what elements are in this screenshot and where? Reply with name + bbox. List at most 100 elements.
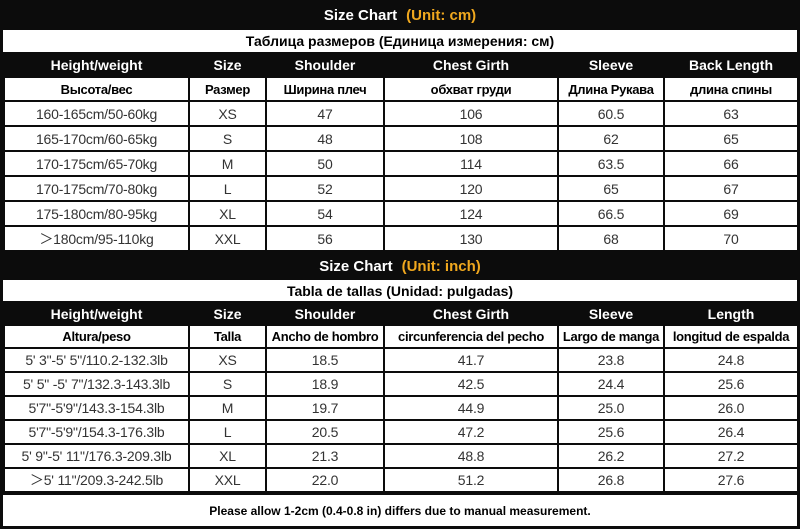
localized-column-header: circunferencia del pecho [383,324,559,349]
size-cell: 18.5 [265,347,385,373]
size-row: ＞5' 11"/209.3-242.5lb XXL 22.0 51.2 26.8 27.6 [3,467,799,493]
size-cell: 27.6 [663,467,799,493]
size-cell: 42.5 [383,371,559,397]
size-cell: 47 [265,100,385,127]
column-header: Sleeve [557,301,665,326]
size-cell: 69 [663,200,799,227]
header-row-en: Height/weight Size Shoulder Chest Girth Slee… [3,301,799,326]
size-cell: 63 [663,100,799,127]
size-cell: 68 [557,225,665,252]
size-cell: 26.2 [557,443,665,469]
size-cell: 108 [383,125,559,152]
header-row-en: Height/weight Size Shoulder Chest Girth Slee… [3,52,799,78]
size-cell: 160-165cm/50-60kg [3,100,190,127]
size-cell: 175-180cm/80-95kg [3,200,190,227]
size-cell: 22.0 [265,467,385,493]
size-cell: 50 [265,150,385,177]
size-row: 5' 3"-5' 5"/110.2-132.3lb XS 18.5 41.7 23.8 2… [3,347,799,373]
size-table-body: 5' 3"-5' 5"/110.2-132.3lb XS 18.5 41.7 23.8 2… [3,347,799,493]
size-cell: 25.0 [557,395,665,421]
localized-column-header: Ancho de hombro [265,324,385,349]
size-chart-section-inch: Size Chart (Unit: inch) Tabla de tallas … [3,252,799,493]
size-cell: 5' 9"-5' 11"/176.3-209.3lb [3,443,190,469]
size-row: 165-170cm/60-65kg S 48 108 62 65 [3,125,799,152]
section-title-bar: Size Chart (Unit: cm) [3,0,797,30]
size-cell: 25.6 [663,371,799,397]
unit-label: (Unit: inch) [401,257,481,275]
measurement-disclaimer: Please allow 1-2cm (0.4-0.8 in) differs … [3,493,797,526]
localized-column-header: обхват груди [383,76,559,102]
size-cell: 66 [663,150,799,177]
size-cell: 41.7 [383,347,559,373]
size-cell: 27.2 [663,443,799,469]
size-table-body: 160-165cm/50-60kg XS 47 106 60.5 63 165-170cm/… [3,100,799,252]
size-cell: 56 [265,225,385,252]
size-cell: XL [188,200,267,227]
size-cell: 165-170cm/60-65kg [3,125,190,152]
size-cell: XXL [188,225,267,252]
size-cell: ＞180cm/95-110kg [3,225,190,252]
size-cell: 67 [663,175,799,202]
size-table-cm: Height/weight Size Shoulder Chest Girth Slee… [3,52,799,252]
size-cell: 66.5 [557,200,665,227]
size-cell: L [188,419,267,445]
size-row: 5'7"-5'9"/154.3-176.3lb L 20.5 47.2 25.6 26.4 [3,419,799,445]
localized-column-header: Ширина плеч [265,76,385,102]
size-cell: 19.7 [265,395,385,421]
size-row: 5' 5" -5' 7"/132.3-143.3lb S 18.9 42.5 24.4 2… [3,371,799,397]
size-cell: 5'7"-5'9"/154.3-176.3lb [3,419,190,445]
localized-column-header: longitud de espalda [663,324,799,349]
unit-label: (Unit: cm) [406,6,477,24]
localized-column-header: Длина Рукава [557,76,665,102]
size-cell: 106 [383,100,559,127]
column-header: Chest Girth [383,301,559,326]
section-title: Size Chart [319,257,393,275]
localized-column-header: длина спины [663,76,799,102]
size-cell: 70 [663,225,799,252]
size-cell: 130 [383,225,559,252]
size-cell: 124 [383,200,559,227]
size-row: 170-175cm/65-70kg M 50 114 63.5 66 [3,150,799,177]
column-header: Shoulder [265,52,385,78]
size-cell: M [188,150,267,177]
localized-column-header: Высота/вес [3,76,190,102]
header-row-localized: Высота/вес Размер Ширина плеч обхват груди Д… [3,76,799,102]
column-header: Chest Girth [383,52,559,78]
section-subtitle: Tabla de tallas (Unidad: pulgadas) [3,280,797,301]
size-row: ＞180cm/95-110kg XXL 56 130 68 70 [3,225,799,252]
column-header: Size [188,52,267,78]
column-header: Length [663,301,799,326]
size-cell: S [188,125,267,152]
size-cell: 120 [383,175,559,202]
section-title-bar: Size Chart (Unit: inch) [3,252,797,280]
size-row: 170-175cm/70-80kg L 52 120 65 67 [3,175,799,202]
size-cell: M [188,395,267,421]
column-header: Shoulder [265,301,385,326]
header-row-localized: Altura/peso Talla Ancho de hombro circunfer… [3,324,799,349]
size-cell: 23.8 [557,347,665,373]
size-cell: L [188,175,267,202]
localized-column-header: Altura/peso [3,324,190,349]
size-cell: 51.2 [383,467,559,493]
size-cell: 18.9 [265,371,385,397]
size-cell: 52 [265,175,385,202]
size-cell: 47.2 [383,419,559,445]
size-cell: 21.3 [265,443,385,469]
size-cell: 170-175cm/70-80kg [3,175,190,202]
size-cell: 65 [557,175,665,202]
size-cell: 44.9 [383,395,559,421]
size-cell: 5'7"-5'9"/143.3-154.3lb [3,395,190,421]
size-cell: 26.4 [663,419,799,445]
localized-column-header: Talla [188,324,267,349]
size-row: 160-165cm/50-60kg XS 47 106 60.5 63 [3,100,799,127]
size-cell: 63.5 [557,150,665,177]
size-row: 175-180cm/80-95kg XL 54 124 66.5 69 [3,200,799,227]
size-cell: XS [188,347,267,373]
size-cell: 48.8 [383,443,559,469]
size-cell: 26.8 [557,467,665,493]
section-title: Size Chart [323,6,398,24]
size-cell: 114 [383,150,559,177]
section-subtitle: Таблица размеров (Единица измерения: см) [3,30,797,52]
size-cell: 26.0 [663,395,799,421]
size-cell: 65 [663,125,799,152]
